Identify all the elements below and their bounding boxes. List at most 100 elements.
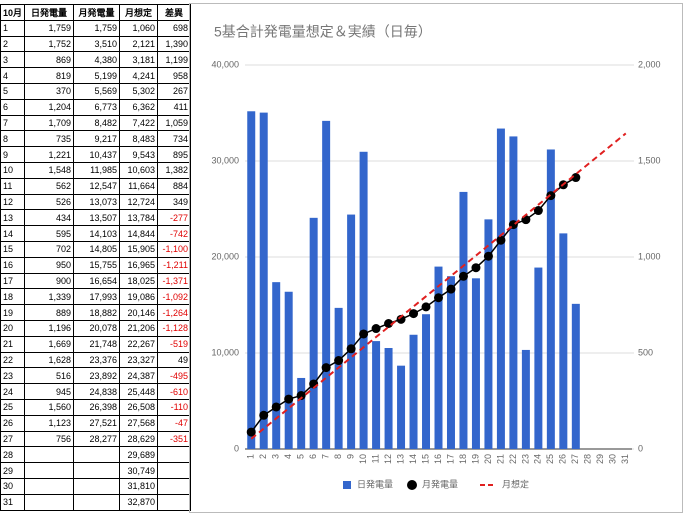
table-row: 31 32,870 [0,493,192,511]
chart-title: 5基合計発電量想定＆実績（日毎） [214,24,432,40]
x-tick-label: 28 [583,454,593,464]
bar [397,365,406,449]
table-row: 13 434 13,507 13,784 -277 [0,209,192,227]
bar [322,120,331,449]
x-tick-label: 18 [458,454,468,464]
table-row: 4 819 5,199 4,241 958 [0,67,192,84]
x-tick-label: 22 [508,454,518,464]
legend-swatch [343,481,351,489]
bar [334,307,343,449]
y2-tick-label: 0 [638,443,643,453]
x-tick-label: 17 [445,454,455,464]
x-tick-label: 9 [345,454,355,459]
line-point [359,329,369,339]
table-cell: 32,870 [119,493,159,511]
line-point [384,318,394,328]
bar [471,278,480,449]
bar [509,136,518,449]
y-tick-label: 40,000 [211,59,239,69]
bar [534,267,543,449]
table-cell: 10 [0,161,26,179]
x-tick-label: 25 [545,454,555,464]
x-tick-label: 11 [370,454,380,463]
bar [272,282,281,449]
x-tick-label: 14 [408,454,418,464]
line-point [421,302,431,312]
dashed-line [250,132,627,440]
table-row: 19 889 18,882 20,146 -1,264 [0,304,192,321]
line-point [483,251,493,261]
line-point [458,271,468,281]
table-row: 21 1,669 21,748 22,267 -519 [0,335,192,353]
x-tick-label: 19 [470,454,480,464]
table-cell: 13 [0,209,26,227]
line-point [371,324,381,334]
line-point [409,309,419,319]
bar [571,303,580,449]
table-cell: 2 [0,35,26,53]
x-tick-label: 5 [296,454,306,459]
x-tick-label: 13 [395,454,405,464]
line-point [446,284,456,294]
bar [359,151,368,449]
legend-label: 日発電量 [357,478,393,489]
y-tick-label: 0 [234,443,239,453]
x-tick-label: 10 [358,454,368,464]
bar [372,341,381,449]
table-row: 14 595 14,103 14,844 -742 [0,225,192,242]
table-row: 12 526 13,073 12,724 349 [0,193,192,211]
table-row: 1 1,759 1,759 1,060 698 [0,19,192,37]
y-tick-label: 20,000 [211,251,239,261]
bar [384,348,393,449]
bar [247,111,256,449]
table-cell: 21 [0,335,26,353]
bar [559,233,568,449]
bar [422,314,431,449]
line-point [396,314,406,324]
bar [259,112,268,449]
bar [309,217,318,449]
line-point [259,410,269,420]
legend-swatch [407,480,417,490]
x-tick-label: 8 [333,454,343,459]
x-tick-label: 4 [283,454,293,459]
chart-frame [189,3,683,513]
table-cell: 31 [0,493,26,511]
y-tick-label: 30,000 [211,155,239,165]
table-cell: 734 [157,130,192,148]
x-tick-label: 29 [595,454,605,464]
table-cell: -47 [157,414,192,432]
table-cell: 4 [0,67,26,84]
bar [347,214,356,449]
table-row: 24 945 24,838 25,448 -610 [0,383,192,400]
table-row: 22 1,628 23,376 23,327 49 [0,351,192,369]
x-tick-label: 3 [271,454,281,459]
x-tick-label: 30 [608,454,618,464]
table-cell: 24 [0,383,26,400]
table-row: 10月 日発電量 月発電量 月想定 差異 [0,4,192,21]
bar [434,266,443,449]
bar [446,276,455,449]
line-point [334,356,344,366]
y2-tick-label: 500 [638,347,653,357]
legend-label: 月発電量 [422,478,458,489]
table-row: 6 1,204 6,773 6,362 411 [0,98,192,116]
table-row: 23 516 23,892 24,387 -495 [0,367,192,385]
line-point [346,344,356,354]
x-tick-label: 16 [433,454,443,464]
table-row: 3 869 4,380 3,181 1,199 [0,51,192,69]
x-tick-label: 27 [570,454,580,464]
x-tick-label: 15 [420,454,430,464]
table-cell: 6 [0,98,26,116]
table-cell: -1,264 [157,304,192,321]
table-row: 9 1,221 10,437 9,543 895 [0,146,192,163]
table-cell [157,493,192,511]
bar [409,334,418,449]
line-point [496,235,506,245]
table-row: 15 702 14,805 15,905 -1,100 [0,240,192,258]
bar [284,291,293,449]
y-tick-label: 10,000 [211,347,239,357]
legend-label: 月想定 [502,478,529,489]
